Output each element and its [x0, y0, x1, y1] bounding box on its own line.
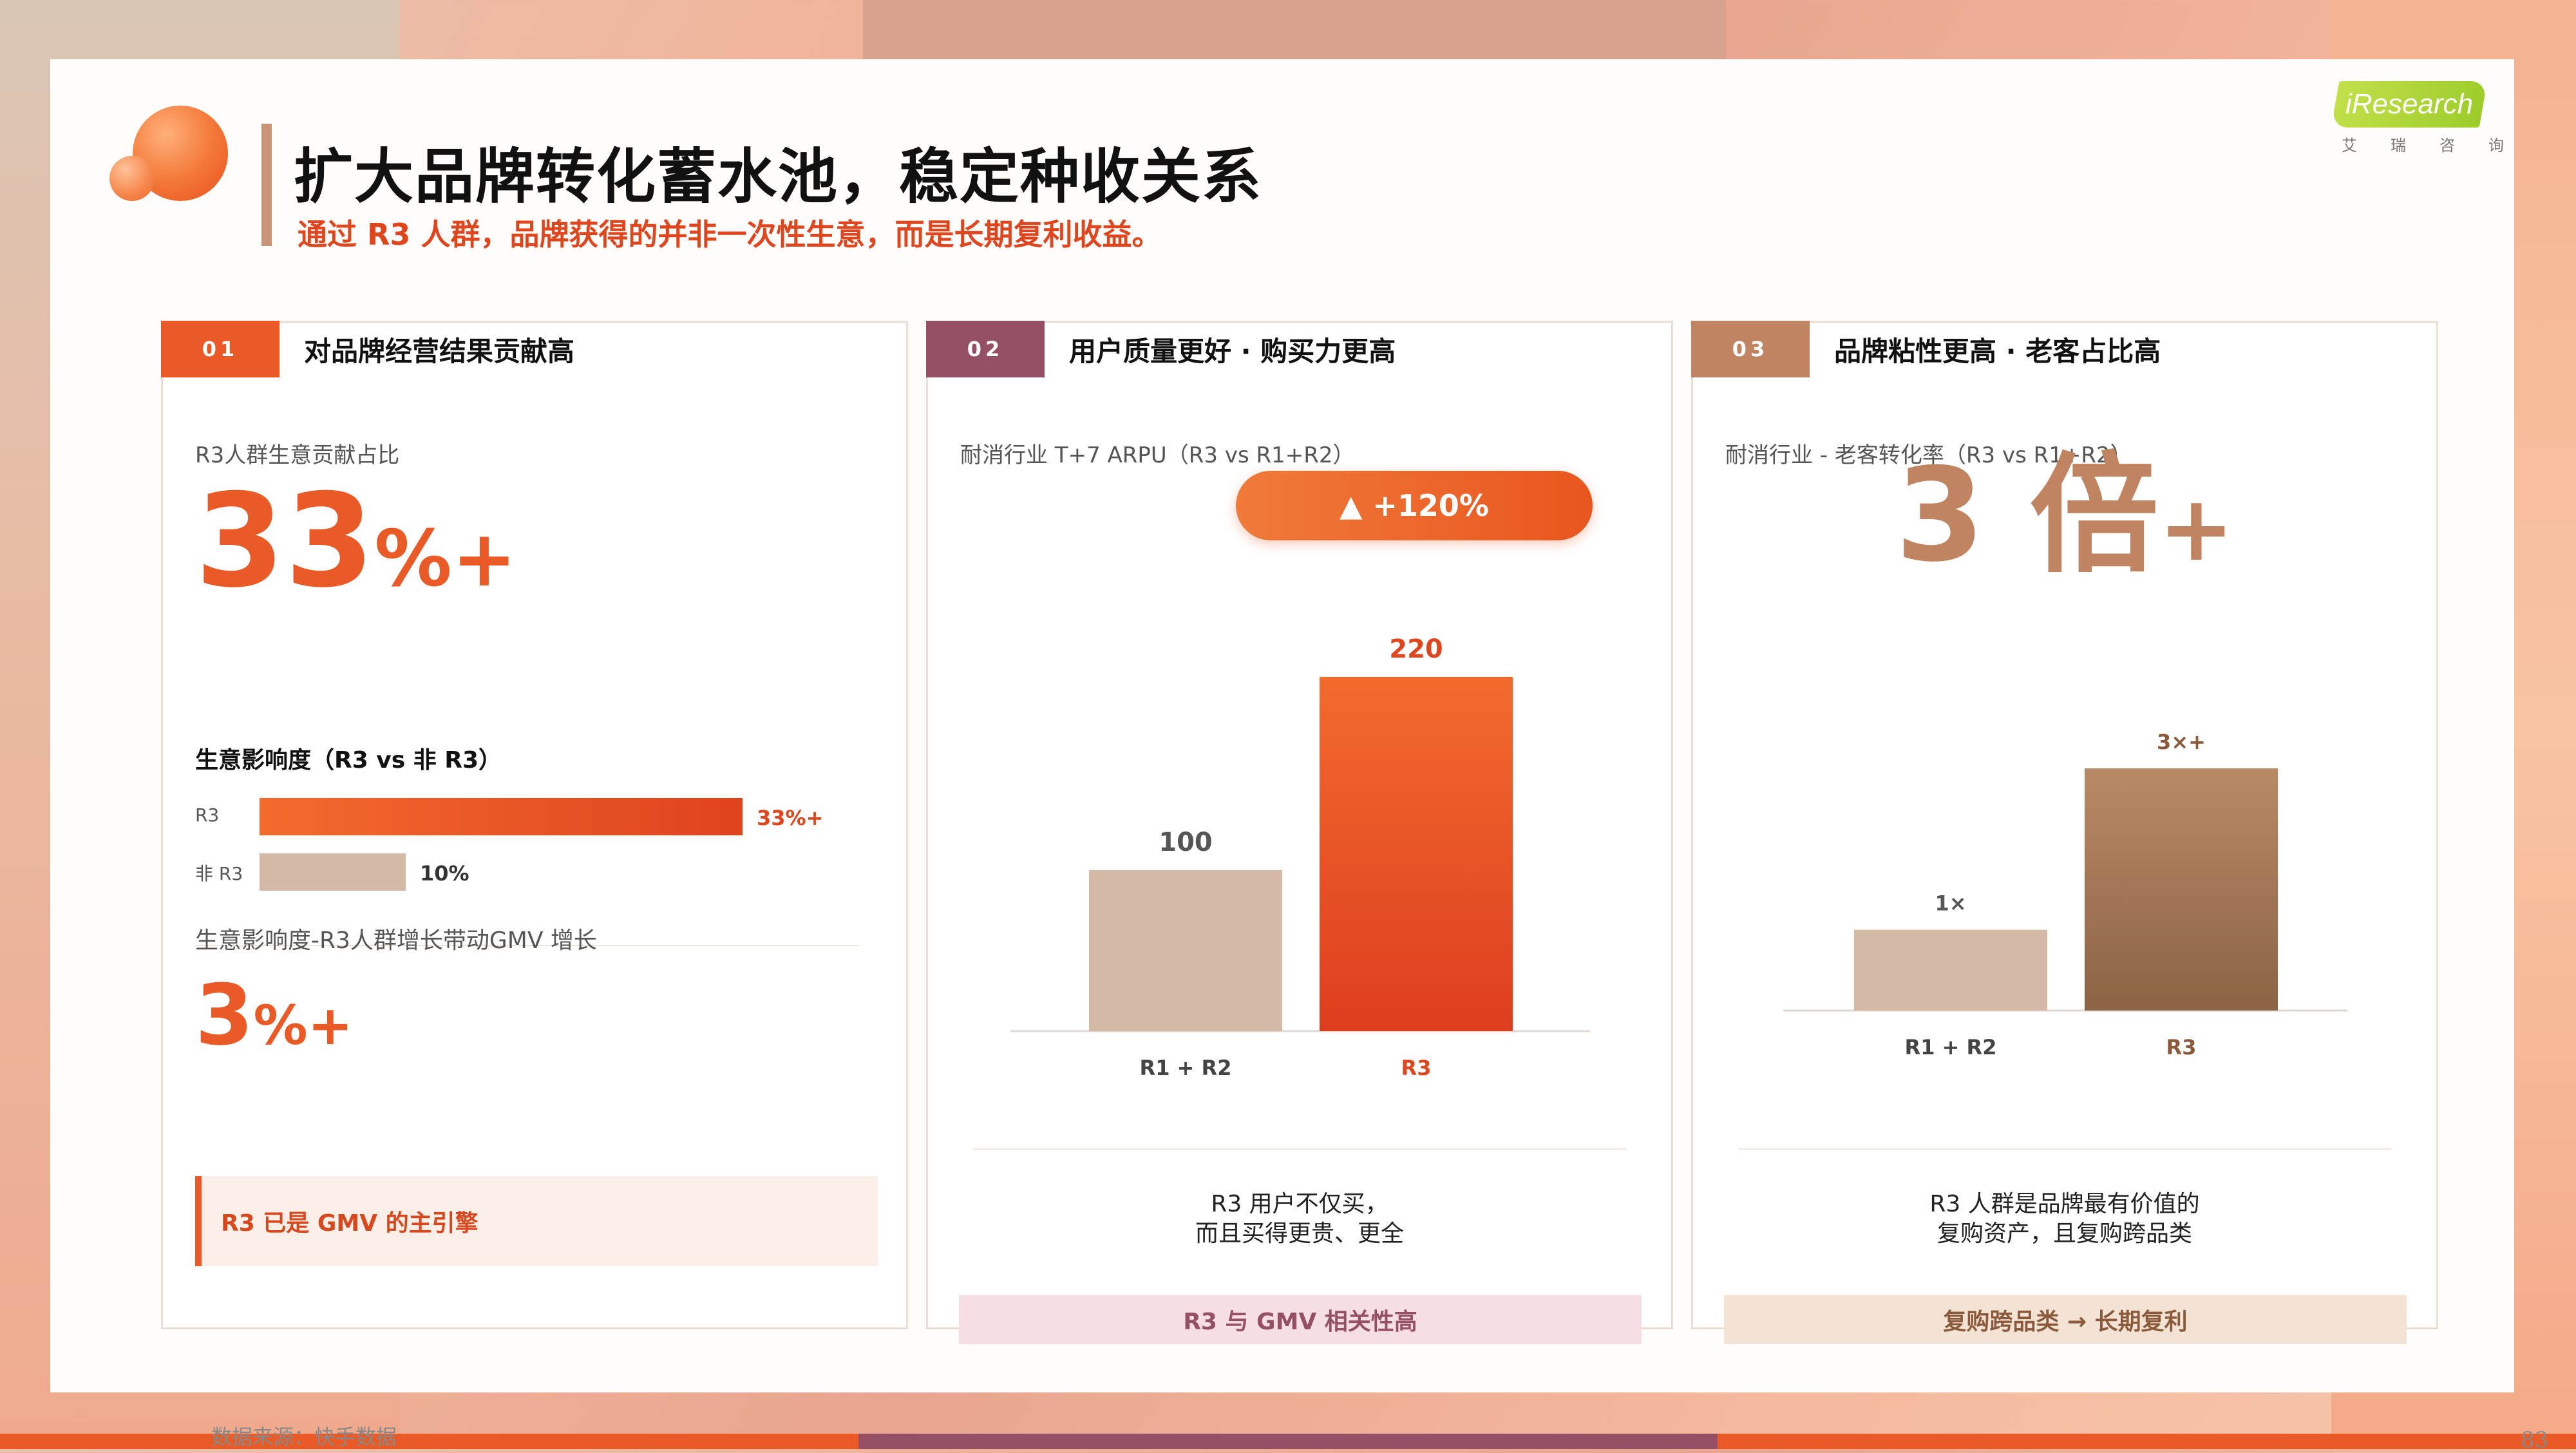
panel-title: 品牌粘性更高 · 老客占比高	[1834, 335, 2161, 367]
panel-number: 02	[926, 321, 1045, 377]
big-stat: 3 倍+	[1895, 441, 2235, 591]
data-label: 220	[1389, 634, 1443, 664]
divider	[195, 945, 858, 946]
logo-text: iResearch	[2345, 88, 2474, 120]
data-label: 3×+	[2157, 730, 2206, 754]
bar-non-r3	[260, 853, 406, 891]
growth-pill: ▲ +120%	[1236, 471, 1593, 540]
panel-user-quality: 02 用户质量更好 · 购买力更高 耐消行业 T+7 ARPU（R3 vs R1…	[926, 321, 1673, 1344]
panel-label: R3人群生意贡献占比	[195, 442, 400, 468]
page-subtitle: 通过 R3 人群，品牌获得的并非一次性生意，而是长期复利收益。	[298, 217, 1162, 252]
gmv-stat: 3%+	[195, 966, 354, 1064]
panel-number: 03	[1691, 321, 1810, 377]
panel-number: 01	[161, 321, 279, 377]
note-line-2: 复购资产，且复购跨品类	[1937, 1220, 2192, 1247]
title-accent-bar	[261, 124, 272, 246]
data-label: 100	[1159, 828, 1213, 857]
page-number: 83	[2521, 1427, 2549, 1453]
bar-r3	[2085, 768, 2278, 1011]
panel-label: 耐消行业 T+7 ARPU（R3 vs R1+R2）	[960, 442, 1355, 468]
panel-brand-loyalty: 03 品牌粘性更高 · 老客占比高 耐消行业 - 老客转化率（R3 vs R1+…	[1691, 321, 2438, 1344]
bar-value-r3: 33%+	[757, 806, 824, 830]
category-label: R1 + R2	[1140, 1056, 1232, 1080]
bar-label-non-r3: 非 R3	[195, 863, 243, 884]
panel-footer: 复购跨品类 → 长期复利	[1724, 1295, 2407, 1344]
divider	[1738, 1148, 2391, 1150]
arpu-bar-chart: 100 R1 + R2 220 R3	[1010, 634, 1590, 1080]
bar-r3	[260, 798, 743, 835]
callout-main-engine: R3 已是 GMV 的主引擎	[195, 1176, 878, 1266]
category-label: R3	[1401, 1056, 1432, 1080]
gmv-label: 生意影响度-R3人群增长带动GMV 增长	[195, 927, 597, 954]
panel-label: 耐消行业 - 老客转化率（R3 vs R1+R2）	[1725, 442, 2132, 468]
panel-footer: R3 与 GMV 相关性高	[959, 1295, 1642, 1344]
note-line-1: R3 用户不仅买，	[1211, 1191, 1388, 1217]
panel-contribution: 01 对品牌经营结果贡献高 R3人群生意贡献占比 33%+ 生意影响度（R3 v…	[161, 321, 908, 1329]
panel-header: 02 用户质量更好 · 购买力更高	[926, 321, 1396, 377]
big-stat: 33%+	[195, 466, 517, 616]
divider	[973, 1148, 1626, 1150]
logo-subtext: 艾瑞咨询	[2342, 137, 2537, 155]
panel-title: 对品牌经营结果贡献高	[304, 335, 575, 367]
bar-r3	[1320, 677, 1513, 1031]
category-label: R3	[2166, 1035, 2197, 1059]
note-line-1: R3 人群是品牌最有价值的	[1929, 1191, 2200, 1217]
bottom-stripe	[0, 1434, 2576, 1449]
panel-header: 03 品牌粘性更高 · 老客占比高	[1691, 321, 2161, 377]
repurchase-bar-chart: 1× R1 + R2 3×+ R3	[1783, 730, 2347, 1059]
bar-r1r2	[1089, 870, 1282, 1031]
panel-title: 用户质量更好 · 购买力更高	[1069, 335, 1396, 367]
category-label: R1 + R2	[1905, 1035, 1997, 1059]
panel-header: 01 对品牌经营结果贡献高	[161, 321, 574, 377]
page-title: 扩大品牌转化蓄水池，稳定种收关系	[294, 142, 1263, 211]
data-source: 数据来源：快手数据	[211, 1425, 397, 1449]
impact-title: 生意影响度（R3 vs 非 R3）	[195, 747, 502, 774]
note-line-2: 而且买得更贵、更全	[1195, 1220, 1404, 1247]
orange-bubble-small-icon	[109, 156, 155, 201]
slide: 扩大品牌转化蓄水池，稳定种收关系 通过 R3 人群，品牌获得的并非一次性生意，而…	[50, 59, 2548, 1453]
bar-r1r2	[1854, 929, 2047, 1011]
bar-value-non-r3: 10%	[420, 861, 469, 886]
data-label: 1×	[1935, 891, 1966, 916]
iresearch-logo: iResearch 艾瑞咨询	[2331, 81, 2537, 155]
bar-label-r3: R3	[195, 804, 220, 826]
